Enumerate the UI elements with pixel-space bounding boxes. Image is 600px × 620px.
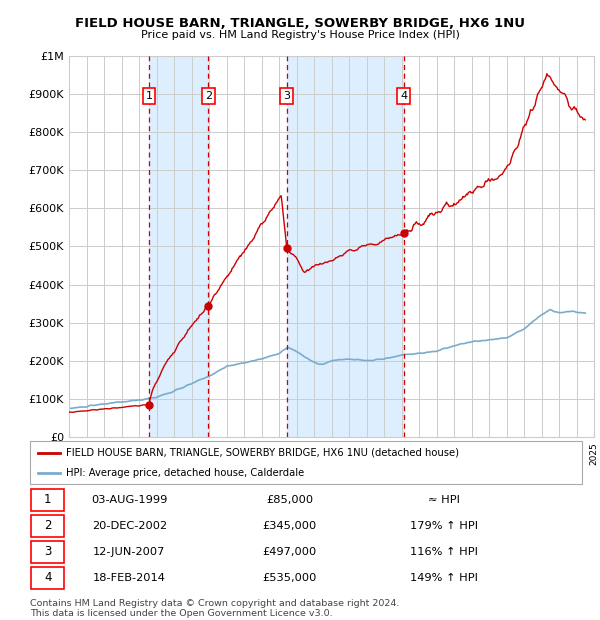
Text: FIELD HOUSE BARN, TRIANGLE, SOWERBY BRIDGE, HX6 1NU: FIELD HOUSE BARN, TRIANGLE, SOWERBY BRID… — [75, 17, 525, 30]
FancyBboxPatch shape — [31, 567, 64, 589]
Text: 4: 4 — [44, 572, 52, 584]
FancyBboxPatch shape — [30, 441, 582, 484]
Text: 2: 2 — [44, 520, 52, 532]
Text: ≈ HPI: ≈ HPI — [428, 495, 460, 505]
Text: £535,000: £535,000 — [262, 573, 317, 583]
Text: 1: 1 — [146, 91, 152, 101]
Text: 179% ↑ HPI: 179% ↑ HPI — [410, 521, 478, 531]
Text: 2: 2 — [205, 91, 212, 101]
Text: 03-AUG-1999: 03-AUG-1999 — [91, 495, 167, 505]
FancyBboxPatch shape — [31, 541, 64, 563]
Text: £85,000: £85,000 — [266, 495, 313, 505]
Text: £345,000: £345,000 — [262, 521, 317, 531]
FancyBboxPatch shape — [31, 515, 64, 537]
Text: 18-FEB-2014: 18-FEB-2014 — [93, 573, 166, 583]
Bar — [149, 56, 208, 437]
Text: 4: 4 — [400, 91, 407, 101]
Text: 12-JUN-2007: 12-JUN-2007 — [93, 547, 166, 557]
Text: HPI: Average price, detached house, Calderdale: HPI: Average price, detached house, Cald… — [66, 468, 304, 478]
Text: 3: 3 — [283, 91, 290, 101]
Text: 116% ↑ HPI: 116% ↑ HPI — [410, 547, 478, 557]
Bar — [287, 56, 404, 437]
FancyBboxPatch shape — [31, 489, 64, 511]
Text: 3: 3 — [44, 546, 52, 558]
Text: FIELD HOUSE BARN, TRIANGLE, SOWERBY BRIDGE, HX6 1NU (detached house): FIELD HOUSE BARN, TRIANGLE, SOWERBY BRID… — [66, 448, 459, 458]
Text: Price paid vs. HM Land Registry's House Price Index (HPI): Price paid vs. HM Land Registry's House … — [140, 30, 460, 40]
Text: 20-DEC-2002: 20-DEC-2002 — [92, 521, 167, 531]
Text: 1: 1 — [44, 494, 52, 506]
Text: Contains HM Land Registry data © Crown copyright and database right 2024.
This d: Contains HM Land Registry data © Crown c… — [30, 599, 400, 618]
Text: £497,000: £497,000 — [262, 547, 317, 557]
Text: 149% ↑ HPI: 149% ↑ HPI — [410, 573, 478, 583]
